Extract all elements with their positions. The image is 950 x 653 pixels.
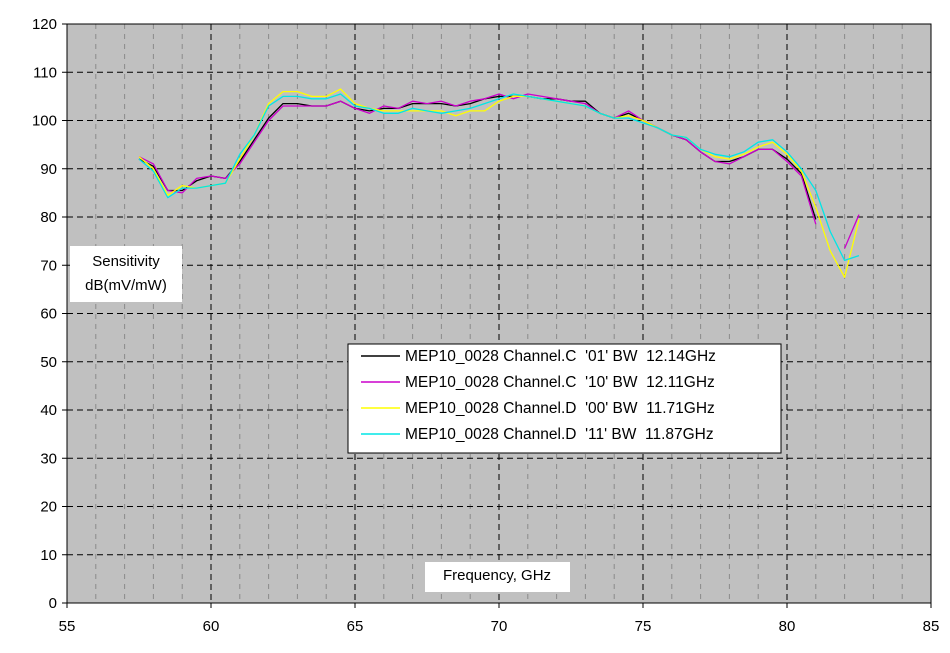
y-tick-label: 80 bbox=[40, 209, 57, 226]
y-tick-label: 70 bbox=[40, 257, 57, 274]
y-tick-label: 100 bbox=[32, 113, 57, 130]
legend-label: MEP10_0028 Channel.C '10' BW 12.11GHz bbox=[405, 374, 715, 391]
y-tick-label: 20 bbox=[40, 499, 57, 516]
x-tick-label: 85 bbox=[923, 618, 940, 635]
x-axis-label: Frequency, GHz bbox=[425, 562, 570, 592]
y-tick-label: 40 bbox=[40, 402, 57, 419]
x-tick-label: 60 bbox=[203, 618, 220, 635]
axis-ticks: 0 10 20 30 40 50 60 70 80 90 100 110 120 55 60 65 70 75 80… bbox=[32, 16, 939, 635]
y-tick-label: 0 bbox=[49, 595, 57, 612]
legend-label: MEP10_0028 Channel.D '00' BW 11.71GHz bbox=[405, 400, 715, 417]
legend-label: MEP10_0028 Channel.D '11' BW 11.87GHz bbox=[405, 426, 714, 443]
y-tick-label: 110 bbox=[33, 64, 57, 81]
gridlines bbox=[67, 24, 931, 603]
y-tick-label: 90 bbox=[40, 161, 57, 178]
series-line-4 bbox=[138, 93, 860, 262]
y-tick-label: 10 bbox=[40, 547, 57, 564]
x-tick-label: 75 bbox=[635, 618, 652, 635]
y-tick-label: 30 bbox=[40, 450, 57, 467]
series-lines bbox=[138, 88, 860, 278]
x-axis-label-text: Frequency, GHz bbox=[443, 567, 551, 584]
y-tick-label: 120 bbox=[32, 16, 57, 33]
x-tick-label: 80 bbox=[779, 618, 796, 635]
x-tick-label: 55 bbox=[59, 618, 76, 635]
y-axis-label-line1: Sensitivity bbox=[92, 253, 160, 270]
y-axis-label: Sensitivity dB(mV/mW) bbox=[70, 246, 182, 302]
legend: MEP10_0028 Channel.C '01' BW 12.14GHz MEP… bbox=[347, 343, 782, 454]
y-tick-label: 50 bbox=[40, 354, 57, 371]
x-tick-label: 65 bbox=[347, 618, 364, 635]
y-tick-label: 60 bbox=[40, 306, 57, 323]
legend-label: MEP10_0028 Channel.C '01' BW 12.14GHz bbox=[405, 348, 716, 365]
series-line-2 bbox=[138, 93, 860, 249]
y-axis-label-line2: dB(mV/mW) bbox=[85, 277, 167, 294]
x-tick-label: 70 bbox=[491, 618, 508, 635]
